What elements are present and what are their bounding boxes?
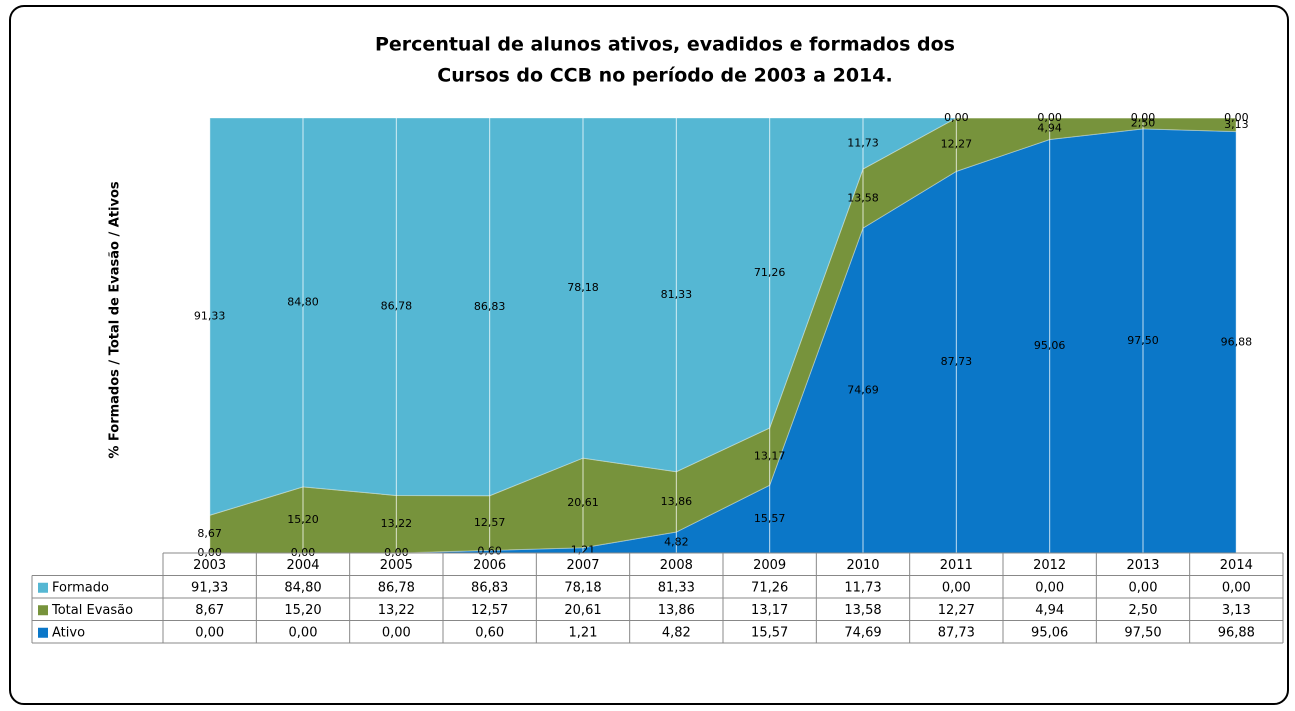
table-cell: 86,83 (471, 580, 508, 595)
table-cell: 3,13 (1222, 603, 1251, 618)
legend-label: Total Evasão (51, 603, 133, 618)
data-label: 78,18 (567, 281, 599, 294)
data-label: 81,33 (661, 288, 693, 301)
table-cell: 0,60 (475, 625, 504, 640)
x-tick-label: 2007 (566, 558, 599, 573)
table-cell: 15,57 (751, 625, 788, 640)
area (209, 117, 1237, 516)
x-tick-label: 2010 (846, 558, 879, 573)
data-label: 15,57 (754, 512, 786, 525)
table-cell: 0,00 (1035, 580, 1064, 595)
table-cell: 0,00 (289, 625, 318, 640)
table-cell: 8,67 (195, 603, 224, 618)
data-label: 3,13 (1224, 118, 1249, 131)
data-label: 86,83 (474, 300, 506, 313)
chart-subtitle: Cursos do CCB no período de 2003 a 2014. (437, 65, 892, 87)
legend-swatch (38, 627, 48, 638)
x-tick-label: 2014 (1220, 558, 1253, 573)
table-cell: 12,27 (938, 603, 975, 618)
table-cell: 11,73 (844, 580, 881, 595)
data-label: 95,06 (1034, 339, 1066, 352)
data-label: 97,50 (1127, 334, 1159, 347)
table-cell: 97,50 (1124, 625, 1161, 640)
x-tick-label: 2012 (1033, 558, 1066, 573)
legend-label: Ativo (52, 625, 85, 640)
data-label: 84,80 (287, 295, 319, 308)
table-cell: 81,33 (658, 580, 695, 595)
table-cell: 71,26 (751, 580, 788, 595)
x-tick-label: 2004 (286, 558, 319, 573)
table-cell: 13,22 (378, 603, 415, 618)
data-label: 4,94 (1037, 122, 1062, 135)
table-cell: 96,88 (1218, 625, 1255, 640)
table-cell: 13,17 (751, 603, 788, 618)
data-label: 11,73 (847, 137, 879, 150)
legend-label: Formado (52, 580, 109, 595)
data-label: 74,69 (847, 384, 879, 397)
x-tick-label: 2013 (1126, 558, 1159, 573)
x-tick-label: 2008 (660, 558, 693, 573)
data-label: 0,00 (1037, 111, 1062, 124)
table-cell: 78,18 (564, 580, 601, 595)
data-label: 0,00 (944, 111, 969, 124)
data-label: 8,67 (197, 527, 222, 540)
data-label: 71,26 (754, 266, 786, 279)
data-label: 1,21 (571, 543, 596, 556)
x-tick-label: 2006 (473, 558, 506, 573)
table-cell: 0,00 (1222, 580, 1251, 595)
table-cell: 0,00 (1129, 580, 1158, 595)
table-cell: 86,78 (378, 580, 415, 595)
data-label: 96,88 (1221, 335, 1253, 348)
data-label: 12,27 (941, 138, 973, 151)
table-cell: 0,00 (942, 580, 971, 595)
chart-title: Percentual de alunos ativos, evadidos e … (375, 34, 955, 56)
data-label: 13,86 (661, 495, 693, 508)
table-cell: 13,58 (844, 603, 881, 618)
data-label: 4,82 (664, 536, 689, 549)
table-cell: 91,33 (191, 580, 228, 595)
data-label: 15,20 (287, 513, 319, 526)
data-label: 86,78 (381, 300, 413, 313)
table-cell: 95,06 (1031, 625, 1068, 640)
table-cell: 0,00 (382, 625, 411, 640)
table-cell: 12,57 (471, 603, 508, 618)
data-label: 13,22 (381, 517, 413, 530)
data-label: 20,61 (567, 496, 599, 509)
table-cell: 0,00 (195, 625, 224, 640)
data-label: 12,57 (474, 516, 506, 529)
data-label: 13,17 (754, 450, 786, 463)
data-label: 0,00 (1224, 111, 1249, 124)
data-label: 2,50 (1131, 116, 1156, 129)
data-label: 87,73 (941, 355, 973, 368)
y-axis-label: % Formados / Total de Evasão / Ativos (108, 181, 123, 459)
data-label: 91,33 (194, 310, 226, 323)
table-cell: 4,94 (1035, 603, 1064, 618)
x-tick-label: 2009 (753, 558, 786, 573)
table-cell: 20,61 (564, 603, 601, 618)
data-label: 0,60 (477, 545, 502, 558)
x-tick-label: 2011 (940, 558, 973, 573)
table-cell: 74,69 (844, 625, 881, 640)
data-label: 13,58 (847, 192, 879, 205)
table-cell: 2,50 (1129, 603, 1158, 618)
x-tick-label: 2003 (193, 558, 226, 573)
table-cell: 4,82 (662, 625, 691, 640)
table-cell: 87,73 (938, 625, 975, 640)
data-label: 0,00 (1131, 111, 1156, 124)
table-cell: 13,86 (658, 603, 695, 618)
table-cell: 1,21 (569, 625, 598, 640)
legend-swatch (38, 605, 48, 616)
table-cell: 15,20 (284, 603, 321, 618)
table-cell: 84,80 (284, 580, 321, 595)
x-tick-label: 2005 (380, 558, 413, 573)
legend-swatch (38, 582, 48, 593)
